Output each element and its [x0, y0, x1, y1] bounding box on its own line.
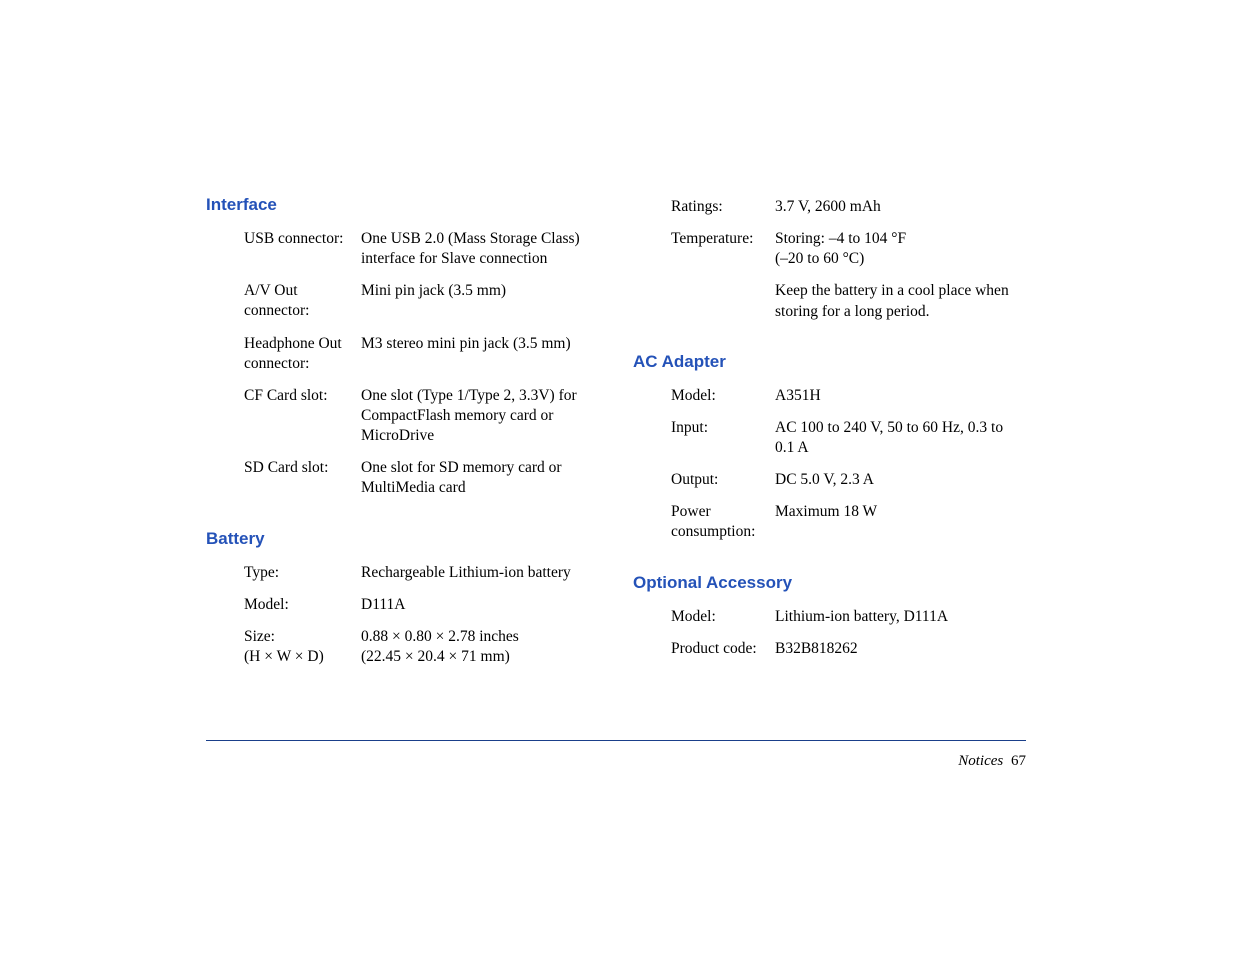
table-interface: USB connector: One USB 2.0 (Mass Storage… — [244, 229, 599, 499]
heading-interface: Interface — [206, 195, 599, 215]
footer-page-number: 67 — [1011, 753, 1026, 769]
table-row: CF Card slot: One slot (Type 1/Type 2, 3… — [244, 386, 599, 446]
spec-value: D111A — [361, 595, 599, 615]
spec-value: AC 100 to 240 V, 50 to 60 Hz, 0.3 to 0.1… — [775, 418, 1026, 458]
spec-value: DC 5.0 V, 2.3 A — [775, 470, 1026, 490]
spec-value: M3 stereo mini pin jack (3.5 mm) — [361, 334, 599, 354]
spec-label: Temperature: — [671, 229, 775, 249]
spec-value: A351H — [775, 386, 1026, 406]
spec-label: Headphone Out connector: — [244, 334, 361, 374]
page-content: Interface USB connector: One USB 2.0 (Ma… — [206, 195, 1026, 697]
spec-value: Lithium-ion battery, D111A — [775, 607, 1026, 627]
table-battery: Type: Rechargeable Lithium-ion battery M… — [244, 563, 599, 668]
heading-ac-adapter: AC Adapter — [633, 352, 1026, 372]
table-row: Keep the battery in a cool place when st… — [671, 281, 1026, 321]
table-row: Temperature: Storing: –4 to 104 °F (–20 … — [671, 229, 1026, 269]
spec-label: Model: — [244, 595, 361, 615]
table-row: Model: Lithium-ion battery, D111A — [671, 607, 1026, 627]
table-row: Headphone Out connector: M3 stereo mini … — [244, 334, 599, 374]
spec-label: Model: — [671, 386, 775, 406]
footer-text: Notices 67 — [958, 753, 1026, 770]
heading-optional-accessory: Optional Accessory — [633, 573, 1026, 593]
spec-label: SD Card slot: — [244, 458, 361, 478]
table-row: Size: (H × W × D) 0.88 × 0.80 × 2.78 inc… — [244, 627, 599, 667]
spec-label: Type: — [244, 563, 361, 583]
table-optional-accessory: Model: Lithium-ion battery, D111A Produc… — [671, 607, 1026, 659]
spec-label: Model: — [671, 607, 775, 627]
table-row: A/V Out connector: Mini pin jack (3.5 mm… — [244, 281, 599, 321]
spec-value: Mini pin jack (3.5 mm) — [361, 281, 599, 301]
table-row: Type: Rechargeable Lithium-ion battery — [244, 563, 599, 583]
table-row: Model: D111A — [244, 595, 599, 615]
spec-value: 0.88 × 0.80 × 2.78 inches (22.45 × 20.4 … — [361, 627, 599, 667]
spec-label: Power consumption: — [671, 502, 775, 542]
table-row: Model: A351H — [671, 386, 1026, 406]
right-column: Ratings: 3.7 V, 2600 mAh Temperature: St… — [633, 195, 1026, 697]
spec-value: Storing: –4 to 104 °F (–20 to 60 °C) — [775, 229, 1026, 269]
spec-label: Ratings: — [671, 197, 775, 217]
table-row: SD Card slot: One slot for SD memory car… — [244, 458, 599, 498]
spec-label: Input: — [671, 418, 775, 438]
table-row: Ratings: 3.7 V, 2600 mAh — [671, 197, 1026, 217]
table-row: USB connector: One USB 2.0 (Mass Storage… — [244, 229, 599, 269]
spec-value: One USB 2.0 (Mass Storage Class) interfa… — [361, 229, 599, 269]
table-row: Product code: B32B818262 — [671, 639, 1026, 659]
footer-rule — [206, 740, 1026, 741]
spec-value: B32B818262 — [775, 639, 1026, 659]
spec-value: Maximum 18 W — [775, 502, 1026, 522]
spec-value: Keep the battery in a cool place when st… — [775, 281, 1026, 321]
spec-label: Size: (H × W × D) — [244, 627, 361, 667]
table-battery-continued: Ratings: 3.7 V, 2600 mAh Temperature: St… — [671, 197, 1026, 322]
heading-battery: Battery — [206, 529, 599, 549]
spec-label: USB connector: — [244, 229, 361, 249]
footer-section-name: Notices — [958, 753, 1003, 769]
table-row: Output: DC 5.0 V, 2.3 A — [671, 470, 1026, 490]
spec-label: CF Card slot: — [244, 386, 361, 406]
spec-label: A/V Out connector: — [244, 281, 361, 321]
spec-label: Output: — [671, 470, 775, 490]
spec-value: One slot (Type 1/Type 2, 3.3V) for Compa… — [361, 386, 599, 446]
left-column: Interface USB connector: One USB 2.0 (Ma… — [206, 195, 599, 697]
spec-label: Product code: — [671, 639, 775, 659]
table-row: Power consumption: Maximum 18 W — [671, 502, 1026, 542]
spec-value: 3.7 V, 2600 mAh — [775, 197, 1026, 217]
spec-value: Rechargeable Lithium-ion battery — [361, 563, 599, 583]
table-ac-adapter: Model: A351H Input: AC 100 to 240 V, 50 … — [671, 386, 1026, 543]
table-row: Input: AC 100 to 240 V, 50 to 60 Hz, 0.3… — [671, 418, 1026, 458]
spec-value: One slot for SD memory card or MultiMedi… — [361, 458, 599, 498]
